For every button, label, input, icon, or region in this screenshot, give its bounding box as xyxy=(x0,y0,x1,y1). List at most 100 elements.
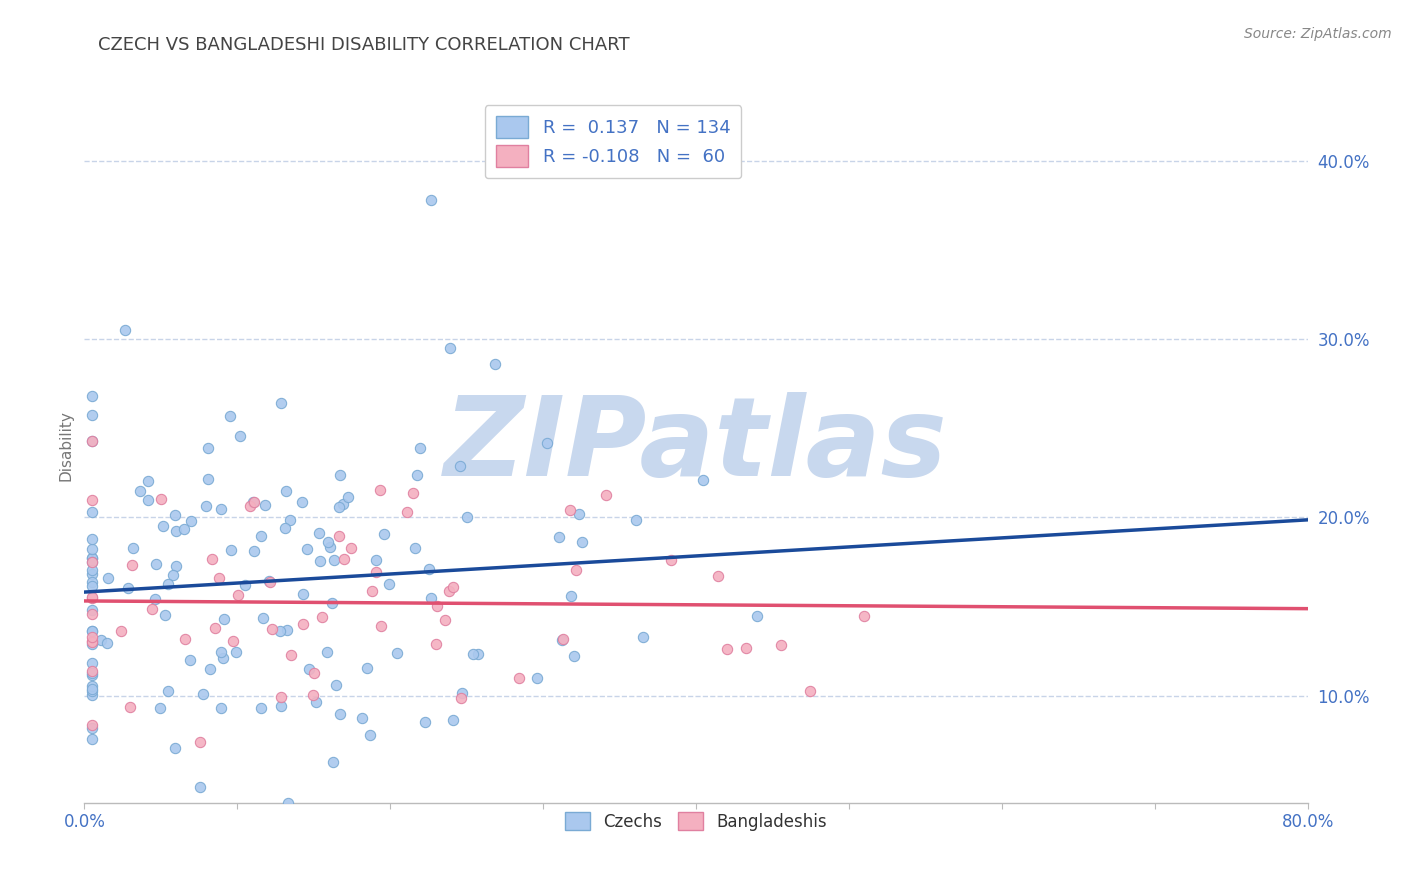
Point xyxy=(80,505,103,519)
Point xyxy=(80,389,103,403)
Point xyxy=(420,193,443,207)
Point xyxy=(195,499,218,513)
Point xyxy=(550,633,572,648)
Point xyxy=(852,609,875,624)
Point xyxy=(80,567,103,582)
Point xyxy=(180,514,202,528)
Point xyxy=(305,695,328,709)
Point xyxy=(197,472,219,486)
Text: CZECH VS BANGLADESHI DISABILITY CORRELATION CHART: CZECH VS BANGLADESHI DISABILITY CORRELAT… xyxy=(98,36,630,54)
Point xyxy=(80,624,103,638)
Point xyxy=(122,541,145,556)
Point xyxy=(117,582,139,596)
Point xyxy=(209,645,232,659)
Point xyxy=(110,624,132,639)
Point xyxy=(152,518,174,533)
Point xyxy=(254,499,277,513)
Point xyxy=(631,630,654,644)
Point xyxy=(409,441,432,455)
Point xyxy=(270,690,292,704)
Point xyxy=(90,632,112,647)
Point xyxy=(359,728,381,742)
Point xyxy=(212,650,235,665)
Point xyxy=(308,553,330,567)
Point xyxy=(319,541,342,555)
Point xyxy=(233,578,256,592)
Point xyxy=(770,638,793,652)
Point xyxy=(302,688,325,702)
Point xyxy=(141,602,163,616)
Point xyxy=(80,637,103,651)
Point xyxy=(328,500,350,514)
Point xyxy=(425,637,447,651)
Point xyxy=(270,396,292,410)
Point xyxy=(418,561,440,575)
Point xyxy=(298,662,321,676)
Point xyxy=(163,740,186,755)
Point xyxy=(484,357,506,371)
Point xyxy=(80,408,103,422)
Point xyxy=(562,648,585,663)
Point xyxy=(536,436,558,450)
Point xyxy=(80,635,103,649)
Point xyxy=(173,522,195,536)
Point xyxy=(433,613,456,627)
Legend: Czechs, Bangladeshis: Czechs, Bangladeshis xyxy=(558,805,834,838)
Point xyxy=(80,603,103,617)
Point xyxy=(229,429,252,443)
Point xyxy=(276,623,298,637)
Point xyxy=(340,541,363,555)
Point xyxy=(80,493,103,508)
Point xyxy=(624,513,647,527)
Point xyxy=(551,632,574,647)
Point xyxy=(370,619,392,633)
Point xyxy=(302,666,325,681)
Point xyxy=(80,563,103,577)
Point xyxy=(80,665,103,680)
Point xyxy=(114,323,136,337)
Point xyxy=(441,713,464,727)
Point xyxy=(420,591,443,605)
Point xyxy=(153,608,176,623)
Point xyxy=(439,341,461,355)
Point xyxy=(136,492,159,507)
Point xyxy=(291,616,314,631)
Point xyxy=(274,521,297,535)
Point xyxy=(243,494,266,508)
Point xyxy=(565,563,588,577)
Point xyxy=(396,505,419,519)
Point xyxy=(188,735,211,749)
Point xyxy=(219,543,242,558)
Point xyxy=(204,621,226,635)
Point xyxy=(259,575,281,590)
Point xyxy=(197,441,219,455)
Point xyxy=(449,459,471,474)
Text: ZIPatlas: ZIPatlas xyxy=(444,392,948,500)
Point xyxy=(308,525,330,540)
Point xyxy=(311,610,333,624)
Point xyxy=(328,529,350,543)
Point xyxy=(80,555,103,569)
Point xyxy=(322,553,344,567)
Point xyxy=(526,671,548,685)
Point xyxy=(706,569,728,583)
Point xyxy=(560,502,582,516)
Point xyxy=(80,556,103,570)
Point xyxy=(96,636,118,650)
Point xyxy=(356,661,378,675)
Point xyxy=(165,508,187,523)
Point xyxy=(80,574,103,589)
Point xyxy=(80,591,103,605)
Point xyxy=(260,622,283,636)
Point xyxy=(222,634,245,648)
Point xyxy=(385,646,408,660)
Point xyxy=(80,732,103,747)
Point xyxy=(80,579,103,593)
Point xyxy=(329,707,352,722)
Point xyxy=(291,495,314,509)
Y-axis label: Disability: Disability xyxy=(58,410,73,482)
Point xyxy=(80,689,103,703)
Point xyxy=(252,611,274,625)
Point xyxy=(209,502,232,516)
Point xyxy=(201,552,224,566)
